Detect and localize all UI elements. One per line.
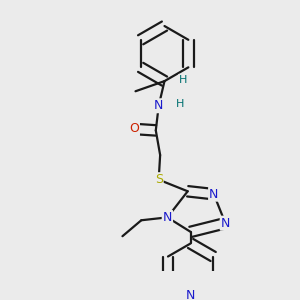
Text: N: N (209, 188, 218, 201)
Text: N: N (163, 211, 172, 224)
Text: H: H (176, 99, 184, 109)
Text: N: N (186, 289, 195, 300)
Text: H: H (179, 75, 188, 85)
Text: N: N (154, 99, 164, 112)
Text: N: N (221, 217, 230, 230)
Text: O: O (129, 122, 139, 135)
Text: S: S (155, 173, 163, 186)
